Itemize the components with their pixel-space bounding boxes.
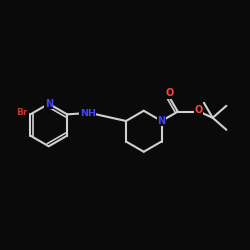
Text: O: O (194, 106, 203, 116)
Text: N: N (158, 116, 166, 126)
Text: Br: Br (16, 108, 28, 118)
Text: NH: NH (80, 108, 96, 118)
Text: O: O (166, 88, 174, 98)
Text: N: N (45, 99, 53, 109)
